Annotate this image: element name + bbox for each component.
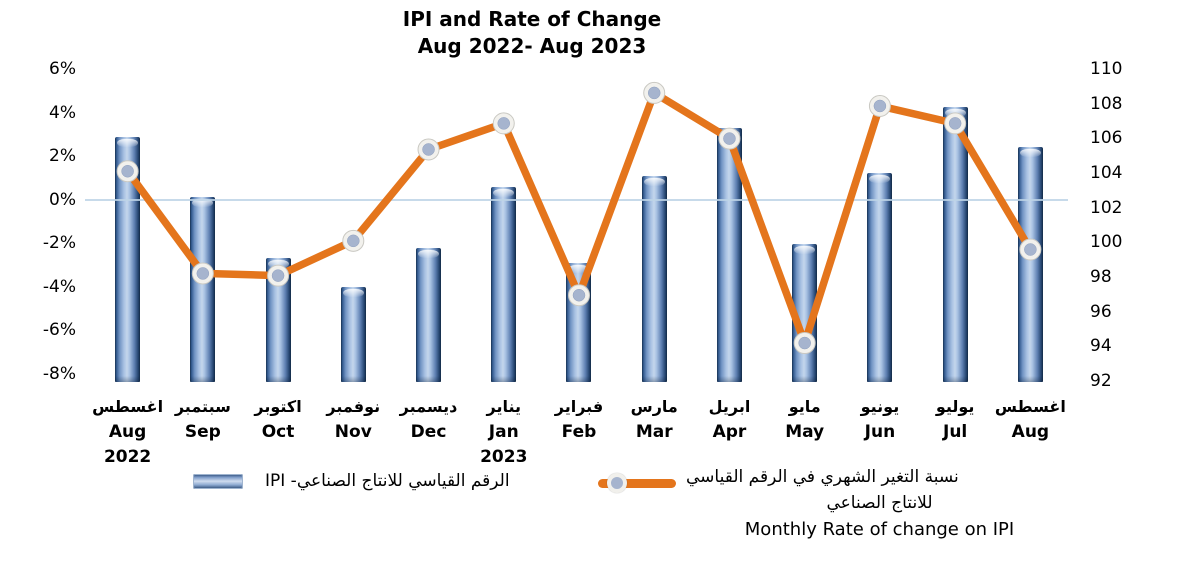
month-label: اكتوبر Oct bbox=[239, 393, 317, 445]
month-label: يوليو Jul bbox=[916, 393, 994, 445]
rate-marker bbox=[271, 269, 285, 282]
month-label-english: Oct bbox=[261, 422, 295, 442]
month-label-arabic: سبتمبر bbox=[174, 397, 231, 416]
month-label-arabic: مارس bbox=[630, 397, 678, 416]
ipi-bar bbox=[867, 173, 893, 382]
ipi-bar bbox=[491, 186, 517, 383]
month-label: يناير Jan 2023 bbox=[465, 393, 543, 470]
rate-marker bbox=[798, 336, 811, 350]
month-label-english: Jul bbox=[943, 422, 968, 442]
ipi-bar bbox=[641, 176, 667, 382]
left-axis-tick: -8% bbox=[42, 363, 76, 384]
month-label-arabic: يونيو bbox=[860, 397, 900, 416]
month-label-arabic: فبراير bbox=[554, 397, 604, 416]
left-axis-tick: -2% bbox=[42, 233, 76, 253]
left-axis-tick: 6% bbox=[49, 59, 76, 79]
month-label-arabic: يناير bbox=[486, 397, 521, 416]
zero-gridline bbox=[85, 198, 1068, 201]
ipi-bar bbox=[190, 197, 216, 382]
chart-title-line2: Aug 2022- Aug 2023 bbox=[417, 34, 647, 58]
month-label: ديسمبر Dec bbox=[390, 393, 468, 445]
chart-title-line1: IPI and Rate of Change bbox=[402, 7, 662, 31]
rate-marker bbox=[873, 99, 887, 113]
right-axis-tick: 108 bbox=[1090, 93, 1123, 114]
month-label: نوفمبر Nov bbox=[314, 393, 392, 445]
right-axis-tick: 106 bbox=[1090, 128, 1123, 149]
month-label-english: Aug bbox=[1011, 422, 1050, 442]
month-label-arabic: يوليو bbox=[935, 397, 975, 416]
month-label: سبتمبر Sep bbox=[164, 393, 242, 445]
rate-marker bbox=[422, 143, 435, 156]
rate-marker bbox=[723, 132, 736, 145]
right-axis-tick: 110 bbox=[1090, 59, 1123, 79]
left-axis-tick: -4% bbox=[42, 276, 76, 297]
month-label: مايو May bbox=[766, 393, 844, 445]
rate-marker bbox=[121, 164, 134, 178]
month-label-arabic: اغسطس bbox=[92, 397, 164, 416]
month-label-english: Jun bbox=[864, 422, 896, 442]
rate-marker bbox=[497, 117, 511, 130]
right-axis-tick: 98 bbox=[1090, 267, 1112, 287]
ipi-bar bbox=[340, 287, 366, 382]
month-label: اغسطس Aug bbox=[991, 393, 1069, 445]
month-label-arabic: نوفمبر bbox=[326, 397, 381, 416]
month-label-english: Sep bbox=[184, 422, 221, 442]
chart-title: IPI and Rate of Change Aug 2022- Aug 202… bbox=[0, 6, 1064, 60]
month-label-year: 2023 bbox=[480, 447, 528, 467]
rate-marker bbox=[347, 234, 360, 248]
right-axis-tick: 102 bbox=[1090, 197, 1123, 218]
month-label-arabic: ديسمبر bbox=[399, 397, 458, 416]
month-label: فبراير Feb bbox=[540, 393, 618, 445]
right-axis-tick: 100 bbox=[1090, 232, 1123, 253]
right-axis-tick: 104 bbox=[1090, 163, 1123, 183]
month-label-english: Jan bbox=[488, 422, 519, 442]
ipi-bar bbox=[416, 247, 442, 383]
rate-marker bbox=[196, 267, 210, 280]
month-label-english: Dec bbox=[410, 422, 447, 442]
rate-marker bbox=[647, 86, 661, 100]
month-label-year: 2022 bbox=[103, 447, 152, 467]
right-axis-tick: 94 bbox=[1090, 336, 1112, 357]
month-label-english: Mar bbox=[635, 422, 673, 442]
month-label: يونيو Jun bbox=[841, 393, 919, 445]
month-label-english: Nov bbox=[334, 422, 372, 442]
month-label-english: Apr bbox=[712, 422, 747, 442]
left-axis-tick: -6% bbox=[42, 320, 76, 340]
month-label-arabic: اغسطس bbox=[994, 397, 1066, 416]
month-label: اغسطس Aug 2022 bbox=[89, 393, 167, 470]
month-label-english: Feb bbox=[561, 422, 597, 442]
rate-marker bbox=[1024, 243, 1037, 256]
right-axis-tick: 96 bbox=[1090, 301, 1112, 322]
month-label-arabic: اكتوبر bbox=[254, 397, 302, 416]
left-axis-tick: 0% bbox=[49, 189, 76, 210]
right-axis-tick: 92 bbox=[1090, 371, 1112, 391]
ipi-bar bbox=[942, 107, 968, 382]
rate-marker bbox=[572, 288, 586, 302]
month-label-arabic: ابريل bbox=[708, 397, 751, 416]
month-label-arabic: مايو bbox=[788, 397, 821, 416]
left-axis-tick: 4% bbox=[49, 102, 76, 123]
left-axis-tick: 2% bbox=[49, 146, 76, 166]
month-label-english: May bbox=[785, 422, 825, 442]
month-label: ابريل Apr bbox=[690, 393, 768, 445]
rate-marker bbox=[948, 117, 962, 130]
month-label-english: Aug bbox=[108, 422, 147, 442]
ipi-bar bbox=[1017, 147, 1043, 382]
month-label: مارس Mar bbox=[615, 393, 693, 445]
